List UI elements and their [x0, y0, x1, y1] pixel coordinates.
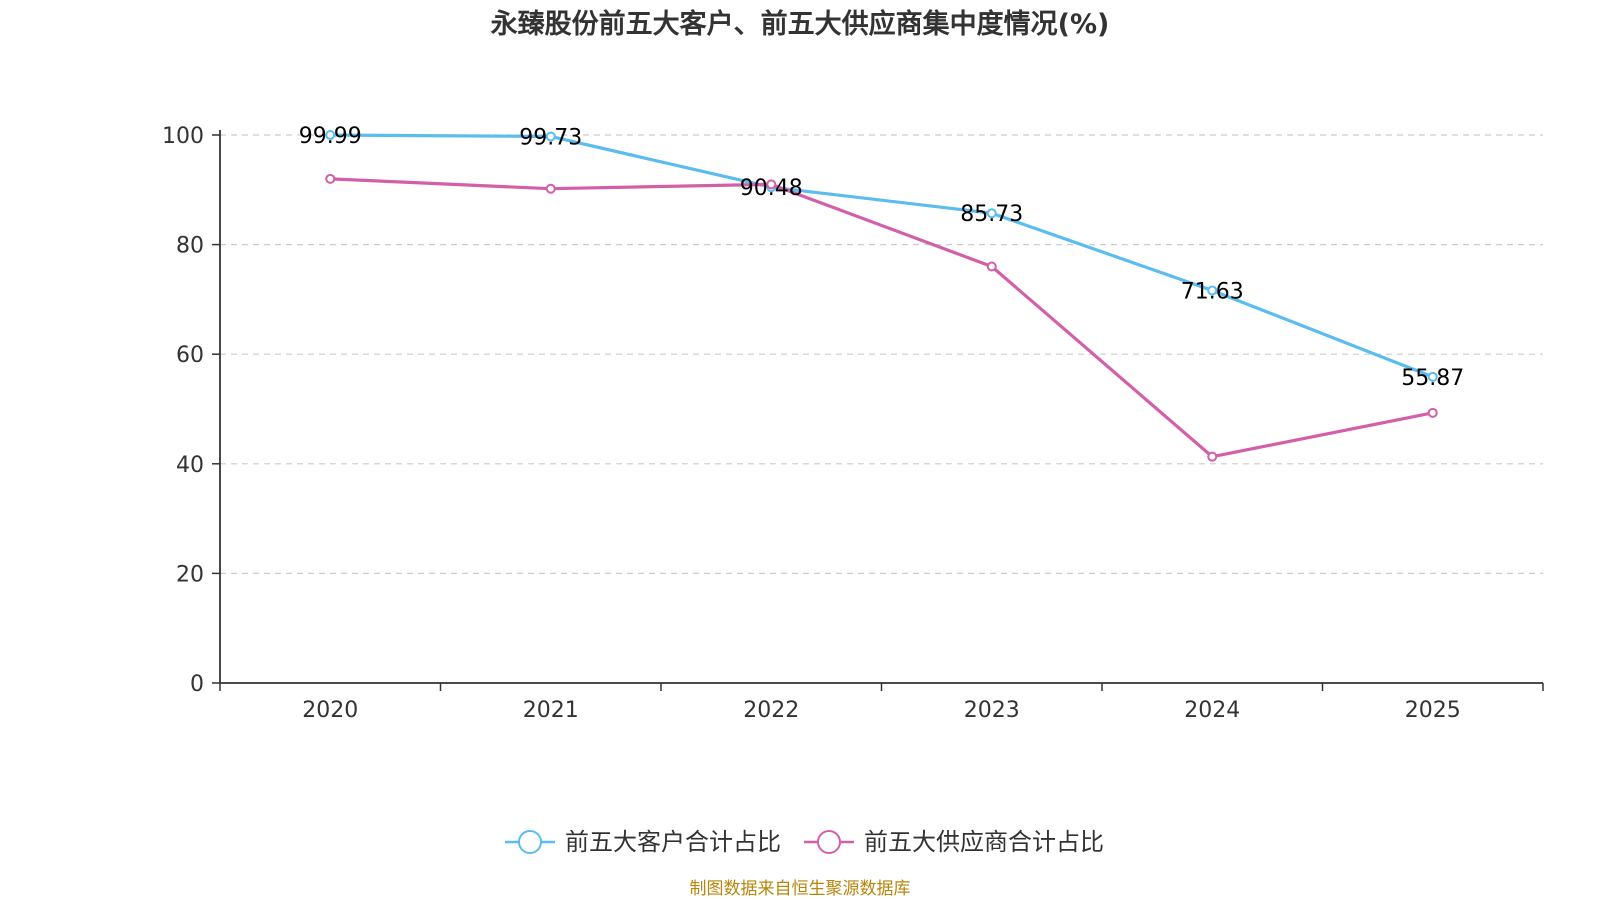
data-point: [986, 208, 997, 219]
legend-label-suppliers: 前五大供应商合计占比: [864, 828, 1104, 856]
y-tick-label: 20: [176, 562, 204, 587]
series-lines: [325, 130, 1438, 462]
legend-item-customers[interactable]: 前五大客户合计占比: [505, 828, 781, 856]
y-tick-label: 40: [176, 453, 204, 478]
data-point: [545, 131, 556, 142]
x-tick-label: 2022: [743, 698, 799, 723]
y-tick-label: 0: [190, 672, 204, 697]
data-point: [986, 261, 997, 272]
y-tick-label: 80: [176, 234, 204, 259]
y-tick-label: 100: [162, 124, 204, 149]
legend-item-suppliers[interactable]: 前五大供应商合计占比: [804, 828, 1104, 856]
data-point: [1427, 371, 1438, 382]
data-point: [1427, 407, 1438, 418]
data-point: [1207, 285, 1218, 296]
data-label: 99.99: [299, 124, 362, 149]
series-line-0: [330, 133, 1434, 379]
data-labels: 99.99 99.73 90.48 85.73 71.63 55.87: [299, 124, 1464, 391]
chart-title: 永臻股份前五大客户、前五大供应商集中度情况(%): [490, 8, 1110, 40]
legend-label-customers: 前五大客户合计占比: [565, 828, 781, 856]
data-label: 71.63: [1181, 279, 1244, 304]
data-point: [545, 183, 556, 194]
data-point: [766, 179, 777, 190]
data-point: [1207, 451, 1218, 462]
data-label: 90.48: [740, 176, 803, 201]
x-tick-label: 2023: [964, 698, 1020, 723]
series-line-1: [330, 177, 1434, 459]
data-point: [325, 130, 336, 141]
data-label: 85.73: [960, 202, 1023, 227]
legend-marker-suppliers: [817, 830, 841, 854]
legend-marker-customers: [518, 830, 542, 854]
x-tick-label: 2020: [302, 698, 358, 723]
x-tick-label: 2024: [1184, 698, 1240, 723]
legend[interactable]: 前五大客户合计占比 前五大供应商合计占比: [505, 828, 1104, 856]
x-tick-label: 2025: [1405, 698, 1461, 723]
source-note: 制图数据来自恒生聚源数据库: [690, 879, 911, 899]
x-tick-label: 2021: [523, 698, 579, 723]
data-label: 99.73: [519, 125, 582, 150]
y-tick-label: 60: [176, 343, 204, 368]
axes: 0 20 40 60 80 100 2020 2021 2022 2023 2024 2025: [162, 124, 1544, 723]
data-label: 55.87: [1401, 366, 1464, 391]
data-point: [325, 173, 336, 184]
